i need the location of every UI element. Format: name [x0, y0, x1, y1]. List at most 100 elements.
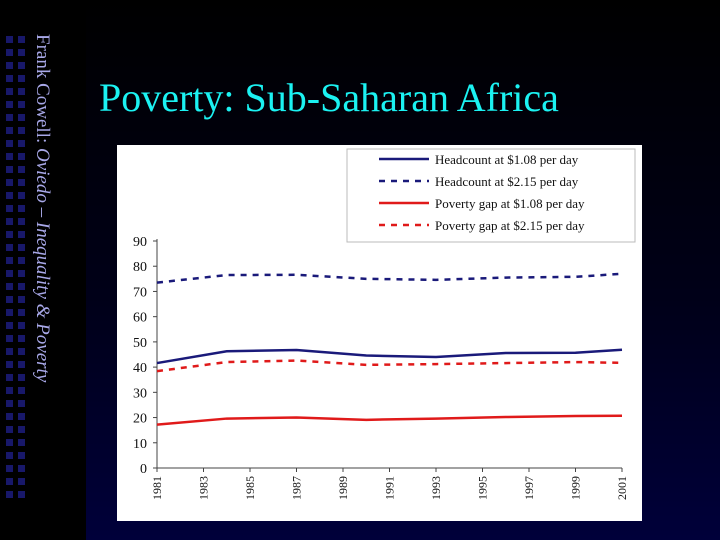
legend-label-3: Poverty gap at $1.08 per day — [435, 196, 585, 211]
chart-panel: 0 10 20 30 40 50 60 70 80 90 1981 1983 1985 1987 1989 1… — [117, 145, 642, 521]
y-tick-label: 80 — [133, 260, 147, 275]
x-tick-label: 1983 — [197, 476, 211, 500]
sidebar-square — [6, 465, 13, 472]
sidebar-square — [18, 127, 25, 134]
sidebar-square — [6, 49, 13, 56]
sidebar-square — [6, 62, 13, 69]
x-tick-label: 2001 — [615, 476, 629, 500]
sidebar-square — [6, 335, 13, 342]
sidebar-caption: Frank Cowell: Oviedo – Inequality & Pove… — [31, 34, 53, 382]
sidebar-square — [18, 179, 25, 186]
sidebar-square — [6, 426, 13, 433]
page-title: Poverty: Sub-Saharan Africa — [99, 75, 559, 120]
sidebar-square — [18, 166, 25, 173]
y-tick-label: 90 — [133, 235, 147, 250]
sidebar-square — [18, 153, 25, 160]
sidebar-square — [6, 374, 13, 381]
x-tick-label: 1989 — [336, 476, 350, 500]
sidebar-square — [18, 361, 25, 368]
series-line-1 — [156, 348, 623, 365]
sidebar-square — [6, 491, 13, 498]
y-tick-label: 70 — [133, 285, 147, 300]
sidebar-square — [6, 452, 13, 459]
sidebar-square — [18, 322, 25, 329]
sidebar-square — [6, 296, 13, 303]
legend-label-2: Headcount at $2.15 per day — [435, 174, 579, 189]
sidebar-square — [6, 361, 13, 368]
sidebar-square — [6, 244, 13, 251]
sidebar-square — [18, 283, 25, 290]
sidebar-square — [18, 218, 25, 225]
sidebar-course: Oviedo – Inequality & Poverty — [32, 148, 53, 383]
sidebar-square — [18, 413, 25, 420]
sidebar-square — [6, 140, 13, 147]
series-line-4 — [156, 359, 623, 373]
sidebar-pattern — [0, 36, 28, 506]
sidebar-square — [6, 101, 13, 108]
y-tick-label: 40 — [133, 361, 147, 376]
sidebar-square — [6, 127, 13, 134]
y-tick-label: 60 — [133, 311, 147, 326]
sidebar-square — [18, 257, 25, 264]
sidebar-square — [18, 452, 25, 459]
sidebar-square — [18, 296, 25, 303]
sidebar-square — [6, 283, 13, 290]
sidebar-square — [18, 439, 25, 446]
sidebar-square — [6, 114, 13, 121]
sidebar-square — [18, 478, 25, 485]
x-tick-label: 1981 — [150, 476, 164, 500]
sidebar-square — [6, 179, 13, 186]
legend-label-1: Headcount at $1.08 per day — [435, 152, 579, 167]
sidebar-square — [18, 49, 25, 56]
x-tick-label: 1991 — [383, 476, 397, 500]
series-line-3 — [156, 414, 623, 426]
sidebar-square — [6, 231, 13, 238]
x-tick-label: 1997 — [522, 476, 536, 500]
sidebar-square — [18, 75, 25, 82]
sidebar-square — [18, 374, 25, 381]
sidebar-square — [18, 465, 25, 472]
sidebar-square — [18, 192, 25, 199]
legend-label-4: Poverty gap at $2.15 per day — [435, 218, 585, 233]
sidebar-square — [6, 400, 13, 407]
sidebar-square — [18, 309, 25, 316]
sidebar-square — [18, 491, 25, 498]
x-tick-label: 1995 — [476, 476, 490, 500]
sidebar-square — [6, 192, 13, 199]
sidebar-square — [6, 166, 13, 173]
sidebar-square — [6, 205, 13, 212]
x-tick-label: 1999 — [569, 476, 583, 500]
sidebar-square — [6, 153, 13, 160]
x-tick-label: 1987 — [290, 476, 304, 500]
sidebar-square — [6, 270, 13, 277]
sidebar-square — [18, 426, 25, 433]
y-tick-label: 50 — [133, 336, 147, 351]
sidebar-square — [18, 244, 25, 251]
sidebar-square — [6, 413, 13, 420]
sidebar-square — [18, 88, 25, 95]
sidebar-square — [6, 439, 13, 446]
x-tick-label: 1985 — [243, 476, 257, 500]
sidebar-square — [18, 62, 25, 69]
y-tick-label: 0 — [140, 462, 147, 477]
y-tick-label: 20 — [133, 412, 147, 427]
sidebar: Frank Cowell: Oviedo – Inequality & Pove… — [0, 0, 86, 540]
sidebar-square — [18, 114, 25, 121]
sidebar-square — [18, 205, 25, 212]
sidebar-square — [18, 270, 25, 277]
y-tick-label: 10 — [133, 437, 147, 452]
sidebar-square — [18, 231, 25, 238]
sidebar-square — [6, 387, 13, 394]
sidebar-square — [6, 75, 13, 82]
sidebar-square — [18, 387, 25, 394]
line-chart: 0 10 20 30 40 50 60 70 80 90 1981 1983 1985 1987 1989 1… — [133, 148, 636, 500]
sidebar-author: Frank Cowell: — [32, 34, 53, 148]
x-tick-label: 1993 — [429, 476, 443, 500]
sidebar-square — [6, 309, 13, 316]
sidebar-square — [6, 322, 13, 329]
sidebar-square — [18, 335, 25, 342]
legend-box — [346, 148, 636, 243]
sidebar-square — [18, 36, 25, 43]
sidebar-square — [6, 348, 13, 355]
sidebar-square — [6, 257, 13, 264]
